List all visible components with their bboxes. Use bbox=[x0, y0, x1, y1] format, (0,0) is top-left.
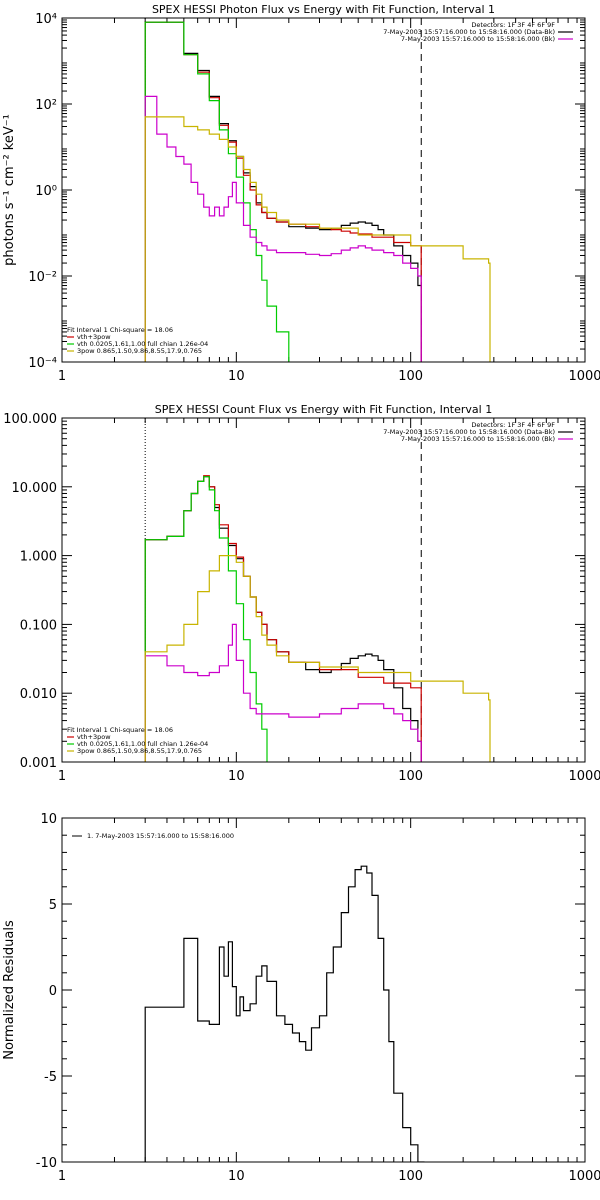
y-tick-label: 10⁴ bbox=[35, 12, 57, 27]
y-tick-label: 10⁰ bbox=[35, 184, 57, 199]
x-tick-label: 1 bbox=[58, 369, 66, 384]
y-axis-ticks: 0.001 0.010 0.100 1.000 10.000 100.000 bbox=[3, 412, 585, 771]
y-axis-ticks: -10 -5 0 5 10 bbox=[36, 812, 585, 1171]
y-tick-label: -5 bbox=[44, 1070, 57, 1085]
series-line-4 bbox=[144, 623, 422, 762]
x-tick-label: 10 bbox=[228, 769, 245, 784]
legend-bottom-left: Fit Interval 1 Chi-square = 18.06vth+3po… bbox=[67, 326, 208, 355]
x-tick-label: 1000 bbox=[568, 369, 600, 384]
legend-entry: Fit Interval 1 Chi-square = 18.06 bbox=[67, 326, 173, 334]
chart-panel-1: SPEX HESSI Photon Flux vs Energy with Fi… bbox=[2, 3, 600, 384]
chart-title: SPEX HESSI Photon Flux vs Energy with Fi… bbox=[152, 3, 495, 16]
legend-entry: 3pow 0.865,1.50,9.86,8.55,17.9,0.765 bbox=[77, 347, 202, 355]
series-line-1 bbox=[144, 21, 422, 362]
legend-entry: Detectors: 1F 3F 4F 6F 9F bbox=[471, 21, 555, 29]
series-line-2 bbox=[144, 21, 422, 362]
legend-top-right: Detectors: 1F 3F 4F 6F 9F7-May-2003 15:5… bbox=[383, 21, 573, 43]
x-tick-label: 1 bbox=[58, 1169, 66, 1184]
x-tick-label: 10 bbox=[228, 1169, 245, 1184]
y-axis-label: Normalized Residuals bbox=[2, 920, 17, 1060]
series-group bbox=[144, 21, 491, 362]
legend-entry: Fit Interval 1 Chi-square = 18.06 bbox=[67, 726, 173, 734]
series-line-3 bbox=[144, 21, 290, 362]
y-tick-label: 0 bbox=[49, 984, 57, 999]
x-tick-label: 100 bbox=[398, 769, 423, 784]
y-tick-label: 1.000 bbox=[20, 550, 57, 565]
y-axis-label: photons s⁻¹ cm⁻² keV⁻¹ bbox=[2, 114, 17, 266]
legend-entry: vth 0.0205,1.61,1.00 full chian 1.26e-04 bbox=[77, 340, 208, 348]
y-tick-label: 10⁻⁴ bbox=[28, 356, 57, 371]
legend-entry: vth+3pow bbox=[77, 333, 111, 341]
legend-entry: vth+3pow bbox=[77, 733, 111, 741]
series-line-1 bbox=[144, 865, 425, 1162]
x-tick-label: 1000 bbox=[568, 769, 600, 784]
y-tick-label: 5 bbox=[49, 898, 57, 913]
x-tick-label: 1000 bbox=[568, 1169, 600, 1184]
legend-top-left: 1. 7-May-2003 15:57:16.000 to 15:58:16.0… bbox=[72, 832, 234, 840]
series-group bbox=[144, 865, 425, 1162]
x-tick-label: 1 bbox=[58, 769, 66, 784]
series-line-4 bbox=[144, 95, 422, 362]
legend-entry: 3pow 0.865,1.50,9.86,8.55,17.9,0.765 bbox=[77, 747, 202, 755]
legend-entry: vth 0.0205,1.61,1.00 full chian 1.26e-04 bbox=[77, 740, 208, 748]
series-line-3 bbox=[144, 476, 268, 762]
x-tick-label: 10 bbox=[228, 369, 245, 384]
y-tick-label: 100.000 bbox=[3, 412, 57, 427]
y-axis-ticks: 10⁻⁴ 10⁻² 10⁰ 10² 10⁴ bbox=[28, 12, 585, 371]
legend-entry: 7-May-2003 15:57:16.000 to 15:58:16.000 … bbox=[383, 428, 555, 436]
plot-frame bbox=[61, 417, 586, 763]
y-tick-label: 10.000 bbox=[12, 481, 58, 496]
y-tick-label: 10⁻² bbox=[28, 270, 57, 285]
y-tick-label: 0.100 bbox=[20, 618, 57, 633]
legend-bottom-left: Fit Interval 1 Chi-square = 18.06vth+3po… bbox=[67, 726, 208, 755]
x-axis-ticks: 1 10 100 1000 bbox=[58, 18, 600, 384]
legend-top-right: Detectors: 1F 3F 4F 6F 9F7-May-2003 15:5… bbox=[383, 421, 573, 443]
legend-entry: 7-May-2003 15:57:16.000 to 15:58:16.000 … bbox=[383, 28, 555, 36]
y-tick-label: 0.001 bbox=[20, 756, 57, 771]
series-line-2 bbox=[144, 475, 422, 762]
chart-title: SPEX HESSI Count Flux vs Energy with Fit… bbox=[155, 403, 492, 416]
series-line-5 bbox=[144, 555, 491, 762]
series-group bbox=[144, 475, 491, 762]
legend-entry: 1. 7-May-2003 15:57:16.000 to 15:58:16.0… bbox=[87, 832, 234, 840]
plot-frame bbox=[61, 17, 586, 363]
legend-entry: 7-May-2003 15:57:16.000 to 15:58:16.000 … bbox=[401, 435, 555, 443]
y-tick-label: 0.010 bbox=[20, 687, 57, 702]
series-line-1 bbox=[144, 476, 422, 762]
x-axis-ticks: 1 10 100 1000 bbox=[58, 818, 600, 1184]
series-line-5 bbox=[144, 116, 491, 362]
chart-panel-2: SPEX HESSI Count Flux vs Energy with Fit… bbox=[3, 403, 600, 784]
y-tick-label: 10² bbox=[35, 98, 57, 113]
y-tick-label: 10 bbox=[40, 812, 57, 827]
x-tick-label: 100 bbox=[398, 369, 423, 384]
x-tick-label: 100 bbox=[398, 1169, 423, 1184]
legend-entry: Detectors: 1F 3F 4F 6F 9F bbox=[471, 421, 555, 429]
legend-entry: 7-May-2003 15:57:16.000 to 15:58:16.000 … bbox=[401, 35, 555, 43]
plot-frame bbox=[61, 817, 586, 1163]
x-axis-ticks: 1 10 100 1000 bbox=[58, 418, 600, 784]
y-tick-label: -10 bbox=[36, 1156, 57, 1171]
